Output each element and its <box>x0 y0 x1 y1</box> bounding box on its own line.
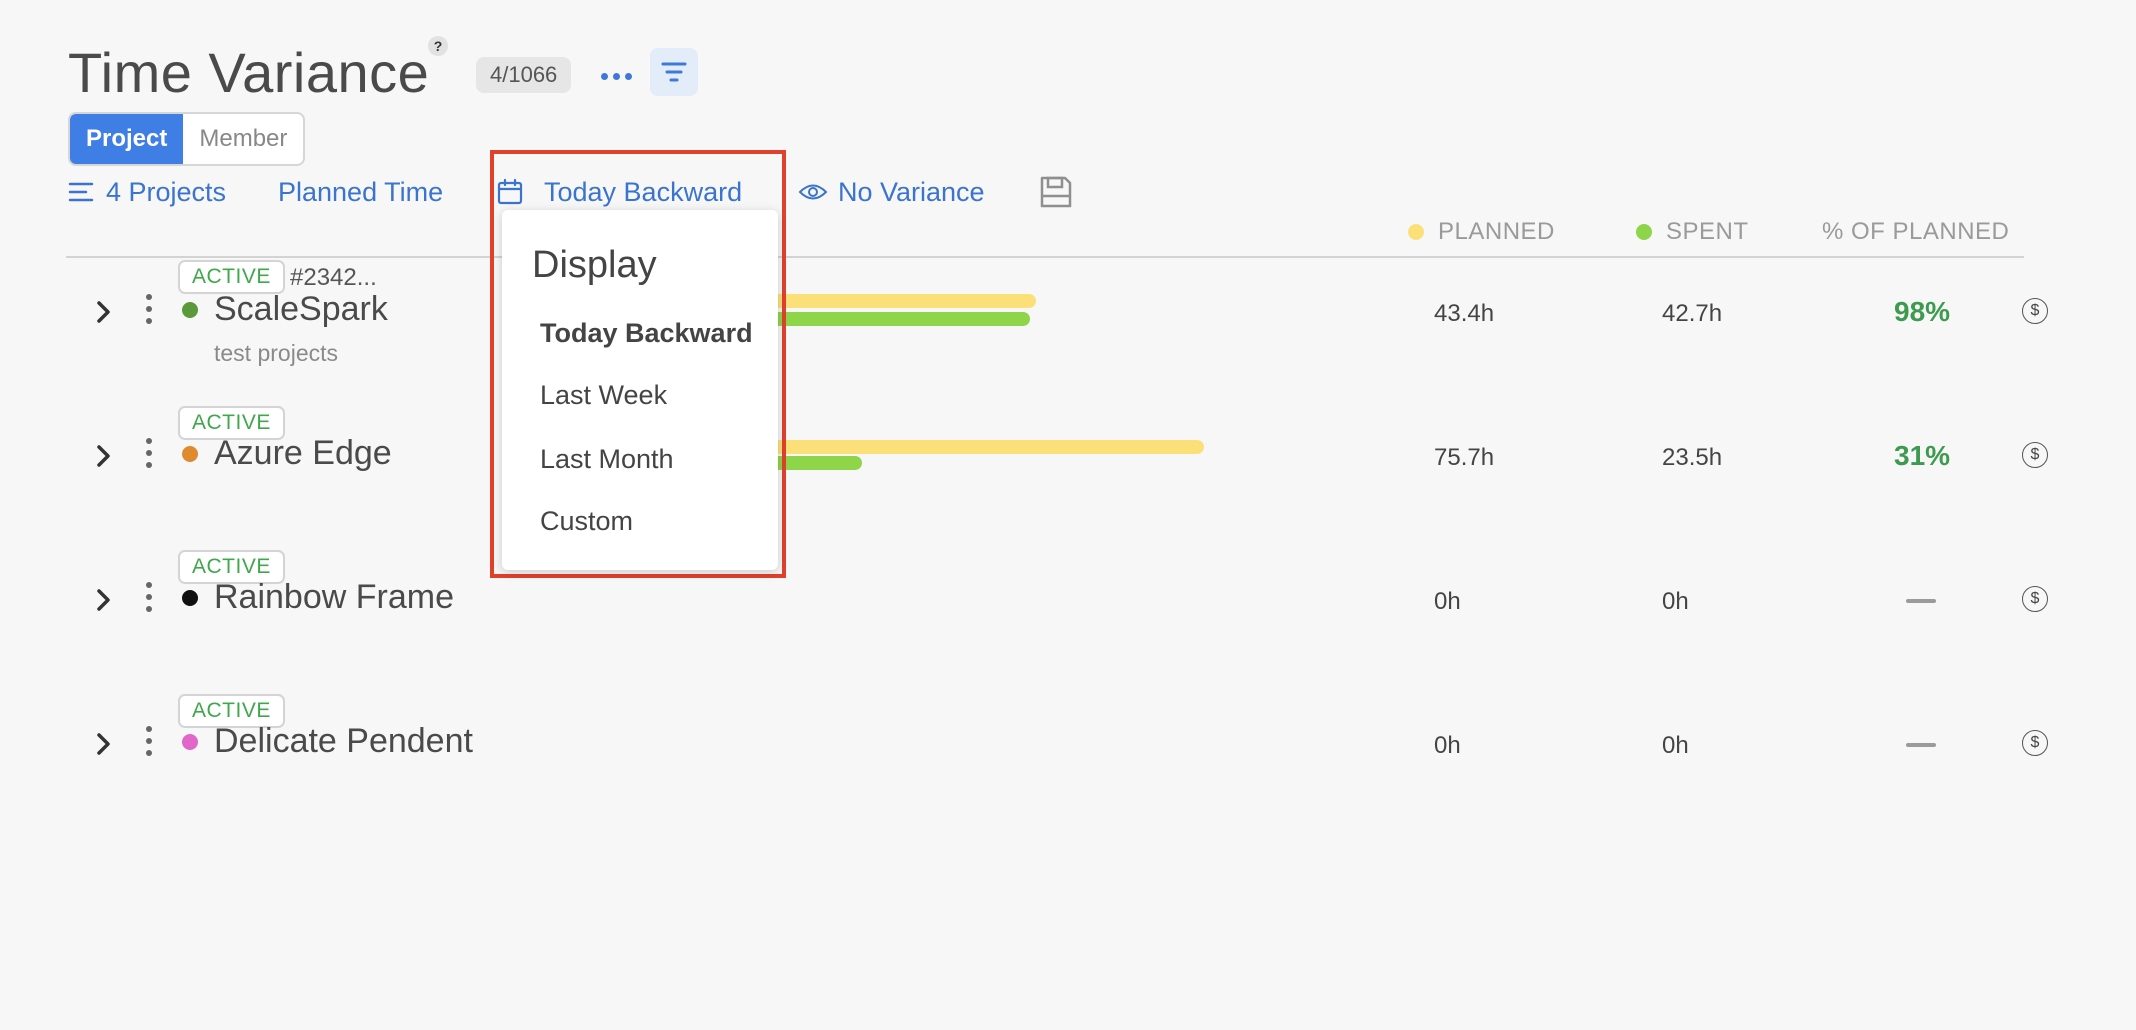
project-color-dot <box>182 302 198 318</box>
save-icon[interactable] <box>1038 174 1074 215</box>
header-divider <box>66 256 2024 258</box>
project-count-badge: 4/1066 <box>476 57 572 93</box>
percent-value: 98% <box>1894 296 1951 327</box>
list-icon <box>68 182 94 202</box>
planned-time-filter[interactable]: Planned Time <box>278 172 443 212</box>
planned-value: 43.4h <box>1434 300 1495 327</box>
page-title: Time Variance <box>68 41 430 104</box>
projects-filter[interactable]: 4 Projects <box>68 172 226 212</box>
variance-filter[interactable]: No Variance <box>798 172 985 212</box>
calendar-icon <box>497 178 523 205</box>
planned-value: 75.7h <box>1434 444 1495 471</box>
date-range-label: Today Backward <box>544 176 743 207</box>
dropdown-option-last-week[interactable]: Last Week <box>540 380 668 410</box>
toggle-member[interactable]: Member <box>199 125 288 152</box>
planned-legend-dot <box>1408 224 1424 240</box>
status-badge: ACTIVE <box>178 550 285 584</box>
column-percent[interactable]: % OF PLANNED <box>1822 218 2009 246</box>
dollar-icon[interactable]: $ <box>2022 586 2048 612</box>
project-name[interactable]: Delicate Pendent <box>214 722 473 760</box>
status-badge: ACTIVE <box>178 406 285 440</box>
spent-legend-dot <box>1636 224 1652 240</box>
planned-value: 0h <box>1434 588 1461 615</box>
dropdown-option-custom[interactable]: Custom <box>540 506 634 536</box>
planned-value: 0h <box>1434 732 1461 759</box>
chevron-right-icon[interactable] <box>96 732 112 756</box>
project-subtitle: test projects <box>214 340 338 366</box>
date-range-dropdown: Display Today Backward Last Week Last Mo… <box>490 150 786 578</box>
dollar-icon[interactable]: $ <box>2022 442 2048 468</box>
dropdown-option-today-backward[interactable]: Today Backward <box>540 318 753 348</box>
no-percent-dash <box>1906 599 1936 603</box>
date-range-filter[interactable]: Today Backward <box>496 172 742 212</box>
planned-bar <box>700 440 1204 454</box>
kebab-menu-icon[interactable] <box>146 726 152 756</box>
help-icon[interactable]: ? <box>428 36 448 56</box>
dropdown-title: Display <box>532 244 657 286</box>
kebab-menu-icon[interactable] <box>146 582 152 612</box>
kebab-menu-icon[interactable] <box>146 294 152 324</box>
dropdown-option-last-month[interactable]: Last Month <box>540 444 674 474</box>
project-name[interactable]: Rainbow Frame <box>214 578 454 616</box>
project-color-dot <box>182 446 198 462</box>
dollar-icon[interactable]: $ <box>2022 298 2048 324</box>
status-badge: ACTIVE <box>178 694 285 728</box>
project-name[interactable]: ScaleSpark <box>214 290 388 328</box>
project-color-dot <box>182 734 198 750</box>
spent-value: 0h <box>1662 588 1689 615</box>
toggle-project[interactable]: Project <box>70 114 184 164</box>
eye-icon <box>798 184 828 200</box>
kebab-menu-icon[interactable] <box>146 438 152 468</box>
project-color-dot <box>182 590 198 606</box>
planned-time-label: Planned Time <box>278 176 444 207</box>
column-percent-label: % OF PLANNED <box>1822 218 2010 245</box>
chevron-right-icon[interactable] <box>96 588 112 612</box>
dropdown-panel: Display Today Backward Last Week Last Mo… <box>502 210 778 570</box>
view-toggle: Project Member <box>68 112 306 166</box>
column-spent: SPENT <box>1636 218 1749 246</box>
dollar-icon[interactable]: $ <box>2022 730 2048 756</box>
no-percent-dash <box>1906 743 1936 747</box>
spent-value: 23.5h <box>1662 444 1723 471</box>
spent-value: 42.7h <box>1662 300 1723 327</box>
project-name[interactable]: Azure Edge <box>214 434 392 472</box>
column-planned: PLANNED <box>1408 218 1555 246</box>
more-dots-icon[interactable] <box>598 60 634 92</box>
spent-value: 0h <box>1662 732 1689 759</box>
filter-icon[interactable] <box>650 48 698 96</box>
percent-value: 31% <box>1894 440 1951 471</box>
projects-filter-label: 4 Projects <box>106 176 227 207</box>
column-planned-label: PLANNED <box>1438 218 1555 245</box>
variance-label: No Variance <box>838 176 985 207</box>
column-spent-label: SPENT <box>1666 218 1749 245</box>
status-badge: ACTIVE <box>178 260 285 294</box>
chevron-right-icon[interactable] <box>96 444 112 468</box>
chevron-right-icon[interactable] <box>96 300 112 324</box>
project-id: #2342... <box>290 264 377 291</box>
